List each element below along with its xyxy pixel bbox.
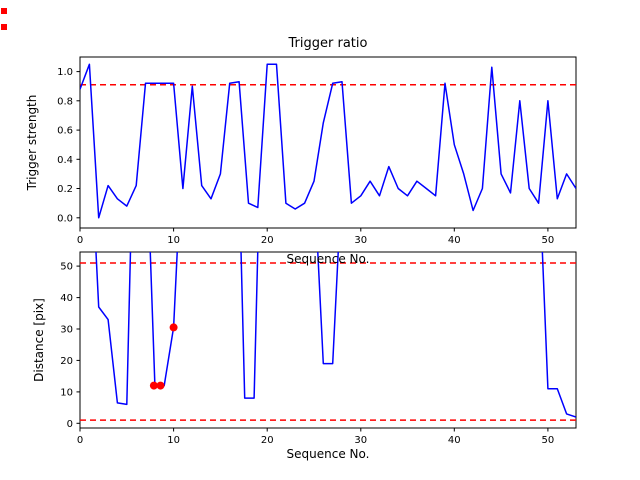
x-axis-label: Sequence No.: [287, 447, 370, 461]
event-marker: [156, 381, 165, 390]
trigger-strength-line: [80, 63, 576, 219]
y-tick-label: 40: [60, 293, 73, 304]
y-tick-label: 0.4: [57, 155, 73, 166]
x-tick-label: 0: [77, 235, 83, 246]
y-tick-label: 0.2: [57, 184, 73, 195]
distance-line: [95, 252, 576, 418]
chart-title: Trigger ratio: [288, 36, 368, 51]
red-mark-icon: [1, 24, 7, 30]
x-tick-label: 10: [167, 235, 180, 246]
x-tick-label: 30: [354, 235, 367, 246]
x-axis-label-overlapped: Sequence No.: [287, 252, 370, 266]
axes-2: 0 10 20 30 40 50 0 10 20 30 40 50 Distance [pix] Sequ…: [32, 251, 577, 461]
x-tick-label: 40: [448, 235, 461, 246]
x-tick-label: 20: [261, 235, 274, 246]
y-tick-label: 0: [67, 419, 73, 430]
event-marker: [149, 381, 158, 390]
y-tick-label: 0.6: [57, 126, 73, 137]
y-axis-label: Trigger strength: [25, 95, 39, 192]
y-tick-label: 10: [60, 387, 73, 398]
x-tick-label: 50: [542, 235, 555, 246]
red-mark-icon: [1, 8, 7, 14]
x-tick-label: 40: [448, 435, 461, 446]
x-tick-label: 10: [167, 435, 180, 446]
x-tick-label: 50: [542, 435, 555, 446]
y-tick-label: 0.8: [57, 96, 73, 107]
y-tick-label: 1.0: [57, 67, 73, 78]
x-tick-label: 20: [261, 435, 274, 446]
event-marker: [169, 323, 178, 332]
y-tick-label: 0.0: [57, 213, 73, 224]
y-tick-label: 30: [60, 325, 73, 336]
y-tick-label: 20: [60, 356, 73, 367]
y-axis-label: Distance [pix]: [32, 298, 46, 382]
x-tick-label: 0: [77, 435, 83, 446]
y-tick-label: 50: [60, 262, 73, 273]
axes-2-frame: [79, 251, 577, 429]
x-tick-label: 30: [354, 435, 367, 446]
axes-1: 0 10 20 30 40 50 0.0 0.2 0.4 0.6 0.8 1.0 Trigger str…: [25, 36, 577, 246]
